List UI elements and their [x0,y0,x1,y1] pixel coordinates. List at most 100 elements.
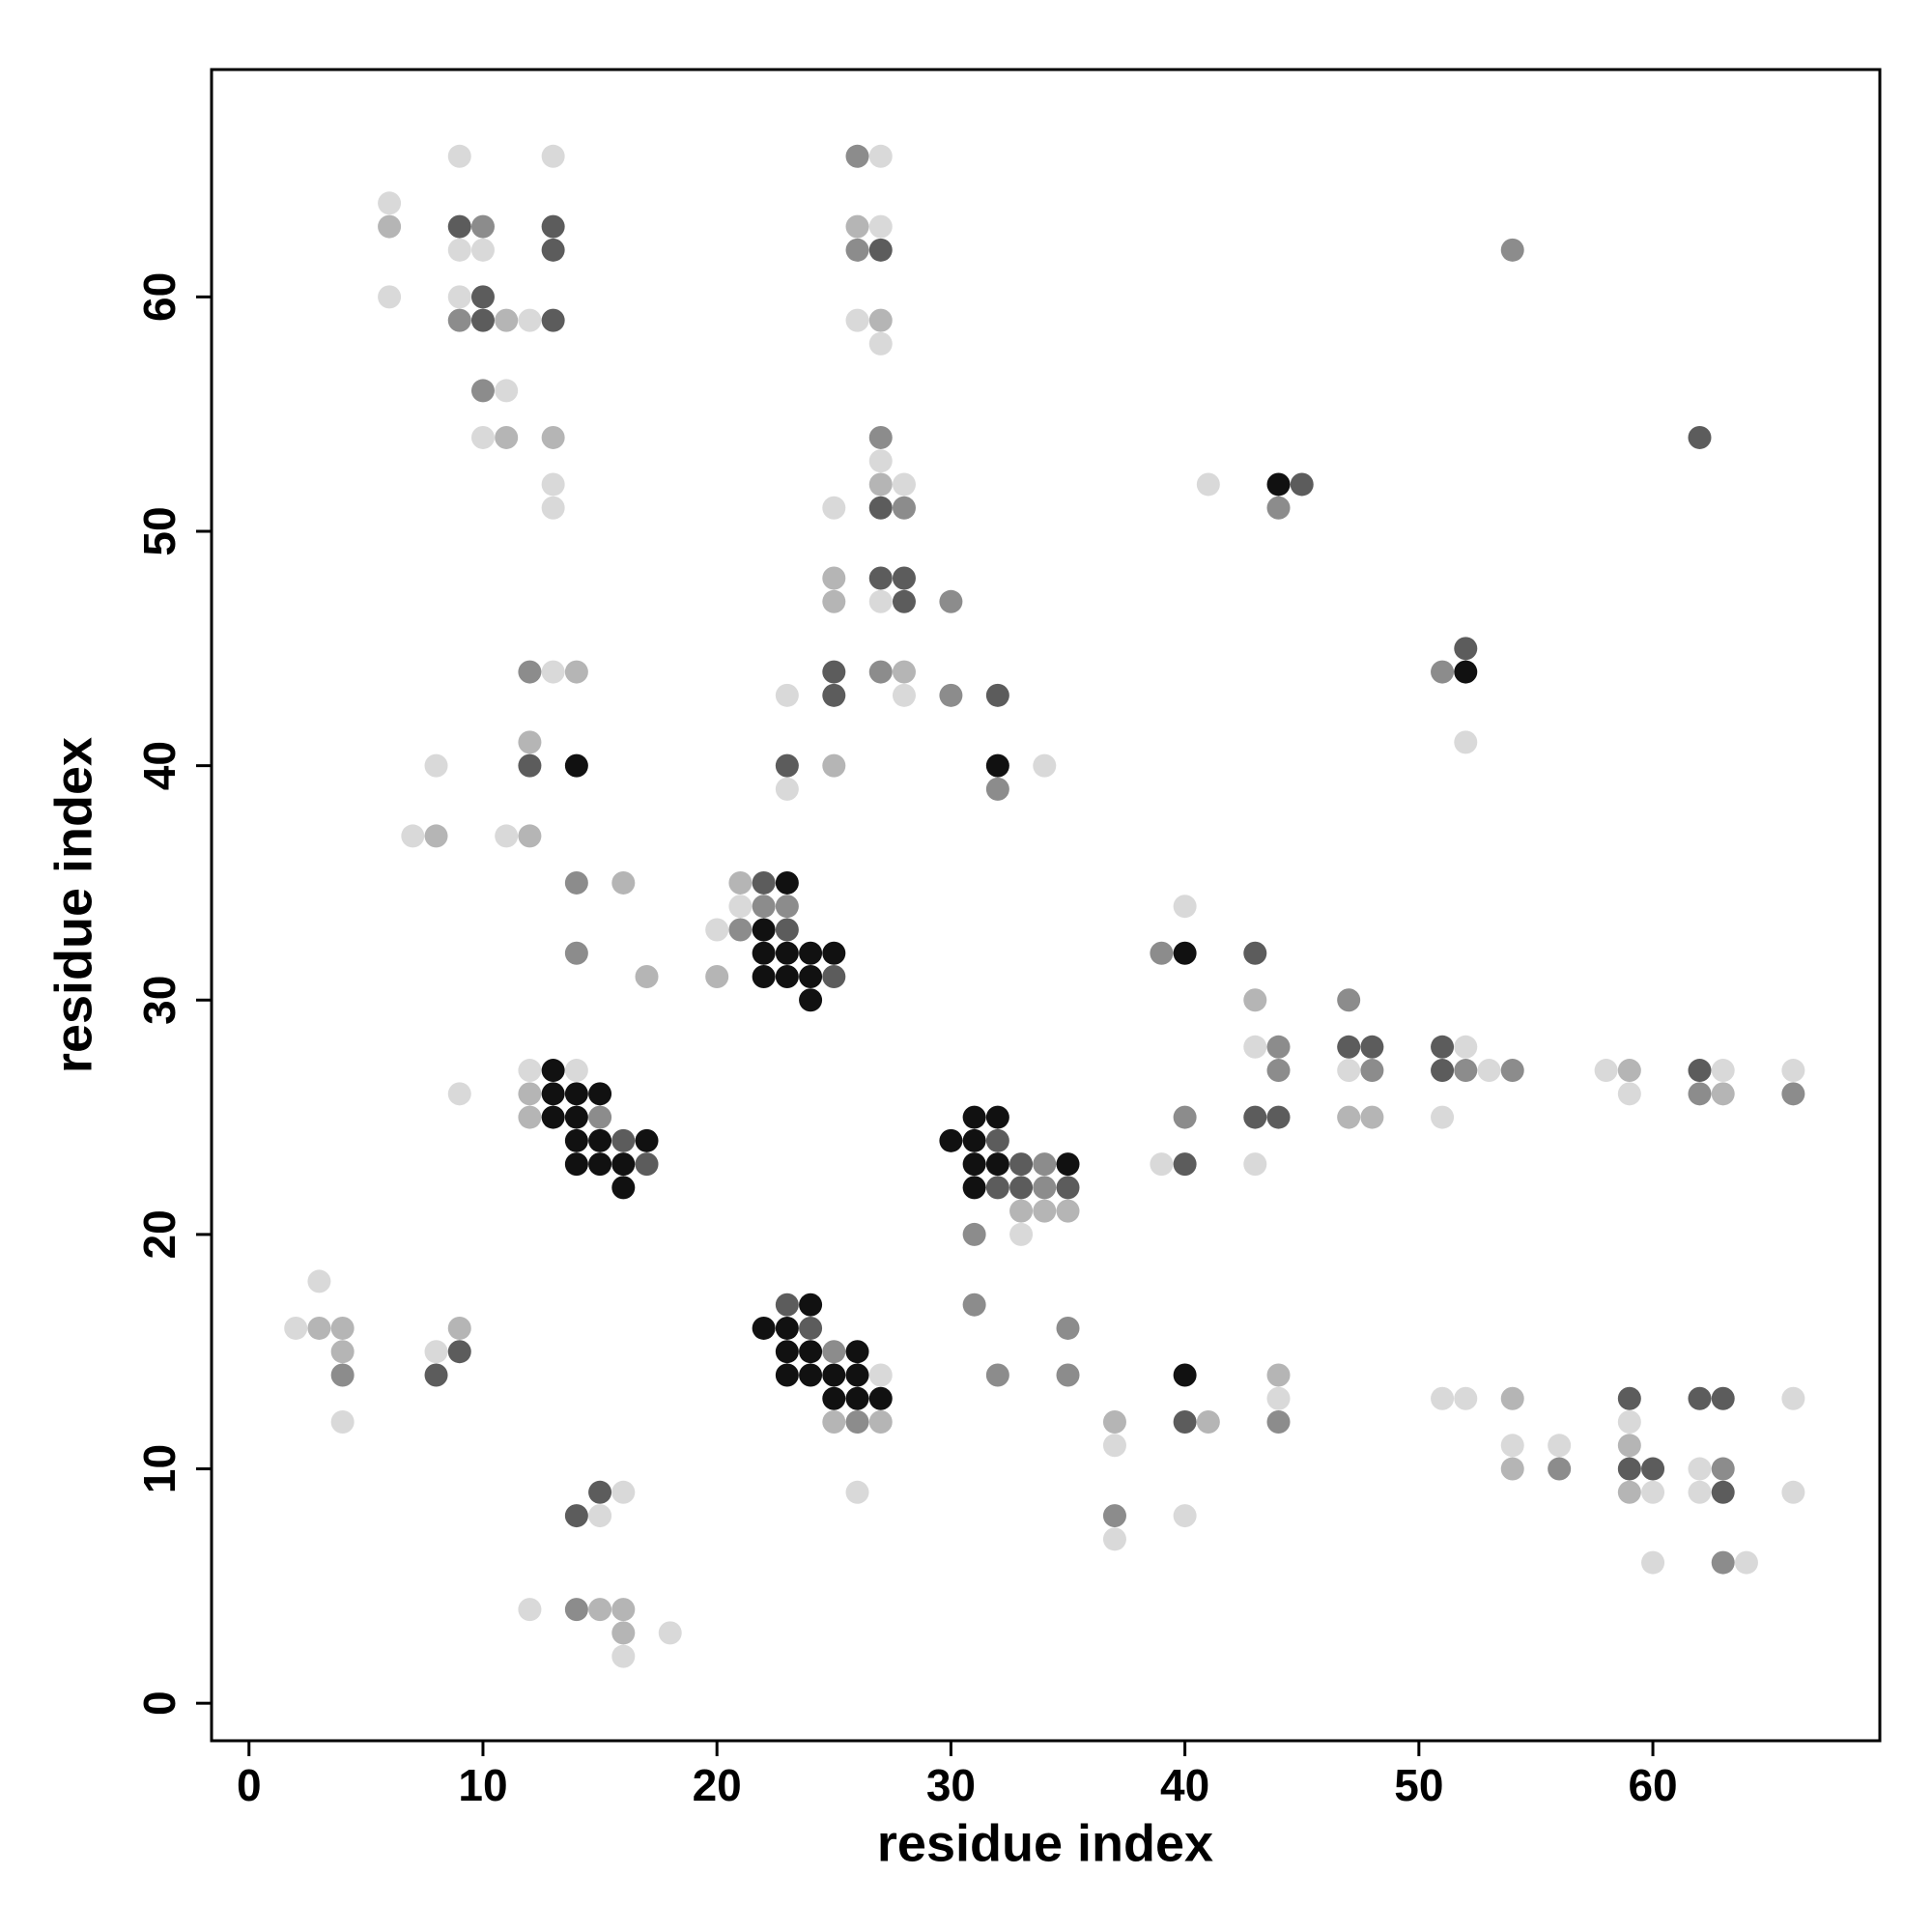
point [1266,1059,1291,1083]
point [822,589,846,613]
point [799,1316,823,1340]
point [1641,1457,1665,1481]
point [1500,238,1524,262]
point [822,1363,846,1387]
point [845,214,869,239]
point [1454,1059,1478,1083]
point [518,1105,542,1129]
x-tick-label: 50 [1394,1760,1443,1810]
point [1688,1480,1712,1504]
point [752,1316,776,1340]
point [1243,1105,1267,1129]
point [495,379,519,403]
x-axis-label: residue index [877,1814,1213,1872]
point [1009,1222,1034,1246]
y-tick-label: 40 [134,741,185,790]
point [775,1293,799,1317]
y-tick-label: 0 [134,1690,185,1716]
x-tick-label: 40 [1160,1760,1209,1810]
point [284,1316,308,1340]
point [962,1105,986,1129]
y-tick-label: 60 [134,272,185,322]
point [1500,1457,1524,1481]
point [447,1316,471,1340]
point [1337,988,1361,1012]
point [1056,1316,1080,1340]
point [1641,1480,1665,1504]
point [658,1621,682,1645]
point [822,496,846,520]
point [1056,1152,1080,1177]
point [1290,472,1314,497]
point [1173,895,1197,919]
point [822,753,846,778]
point [799,1340,823,1364]
point [518,308,542,332]
point [541,425,565,449]
point [1102,1504,1126,1528]
point [541,496,565,520]
point [1711,1386,1735,1410]
point [495,308,519,332]
point [588,1504,612,1528]
point [1102,1434,1126,1458]
point [985,683,1009,707]
point [1711,1059,1735,1083]
point [1102,1410,1126,1435]
point [541,1082,565,1106]
point [1266,496,1291,520]
point [822,566,846,590]
point [588,1082,612,1106]
point [564,870,588,895]
point [868,214,893,239]
point [470,379,495,403]
point [541,660,565,684]
point [564,1504,588,1528]
point [1243,988,1267,1012]
point [868,1410,893,1435]
point [495,425,519,449]
point [1454,1035,1478,1059]
x-tick-label: 20 [693,1760,742,1810]
point [1360,1035,1384,1059]
point [985,1152,1009,1177]
point [1454,660,1478,684]
point [775,1316,799,1340]
point [541,472,565,497]
point [705,918,729,942]
point [1266,1035,1291,1059]
point [470,238,495,262]
point [705,965,729,989]
point [564,1059,588,1083]
point [447,308,471,332]
point [1266,1410,1291,1435]
point [1173,1152,1197,1177]
point [1688,1082,1712,1106]
point [845,238,869,262]
point [1617,1082,1641,1106]
point [868,308,893,332]
point [1641,1550,1665,1575]
point [564,1082,588,1106]
point [1056,1199,1080,1223]
y-tick-label: 20 [134,1209,185,1259]
point [611,1644,636,1668]
point [1454,1386,1478,1410]
point [868,566,893,590]
point [985,1363,1009,1387]
point [518,824,542,848]
point [1548,1434,1572,1458]
point [822,1410,846,1435]
point [1711,1457,1735,1481]
point [1431,1059,1455,1083]
point [752,941,776,965]
point [378,191,402,215]
point [1360,1059,1384,1083]
y-tick-label: 10 [134,1444,185,1493]
point [868,660,893,684]
point [1688,1059,1712,1083]
point [447,1082,471,1106]
point [892,566,916,590]
y-tick-label: 50 [134,506,185,555]
